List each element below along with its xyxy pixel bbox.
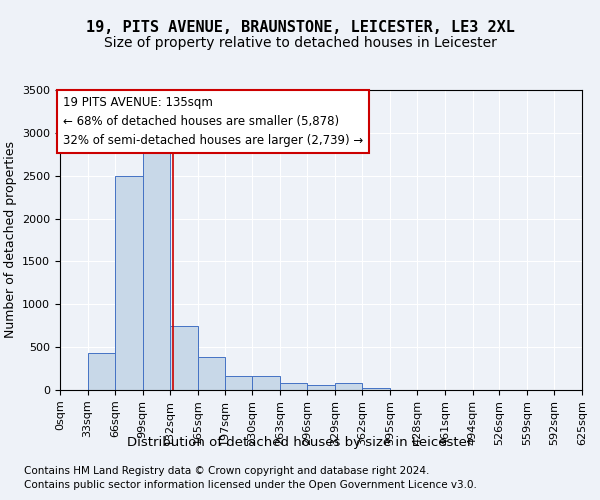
- Bar: [88, 353, 115, 390]
- Bar: [143, 146, 170, 390]
- Text: Contains HM Land Registry data © Crown copyright and database right 2024.: Contains HM Land Registry data © Crown c…: [24, 466, 430, 476]
- Y-axis label: Number of detached properties: Number of detached properties: [4, 142, 17, 338]
- Bar: [224, 376, 252, 390]
- Text: Size of property relative to detached houses in Leicester: Size of property relative to detached ho…: [104, 36, 496, 50]
- Bar: [362, 388, 390, 390]
- Bar: [170, 326, 198, 390]
- Bar: [307, 385, 335, 390]
- Text: Distribution of detached houses by size in Leicester: Distribution of detached houses by size …: [127, 436, 473, 449]
- Text: Contains public sector information licensed under the Open Government Licence v3: Contains public sector information licen…: [24, 480, 477, 490]
- Bar: [115, 176, 143, 390]
- Bar: [335, 383, 362, 390]
- Bar: [198, 358, 226, 390]
- Text: 19 PITS AVENUE: 135sqm
← 68% of detached houses are smaller (5,878)
32% of semi-: 19 PITS AVENUE: 135sqm ← 68% of detached…: [62, 96, 363, 147]
- Bar: [280, 383, 307, 390]
- Text: 19, PITS AVENUE, BRAUNSTONE, LEICESTER, LE3 2XL: 19, PITS AVENUE, BRAUNSTONE, LEICESTER, …: [86, 20, 514, 35]
- Bar: [252, 376, 280, 390]
